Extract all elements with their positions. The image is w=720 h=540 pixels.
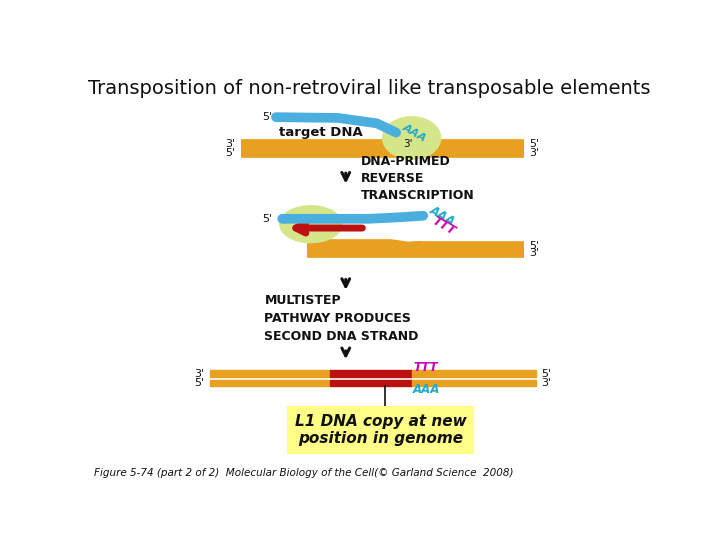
Text: Transposition of non-retroviral like transposable elements: Transposition of non-retroviral like tra… bbox=[88, 79, 650, 98]
Text: L1 DNA copy at new
position in genome: L1 DNA copy at new position in genome bbox=[294, 414, 467, 446]
Text: AAA: AAA bbox=[427, 203, 457, 228]
Ellipse shape bbox=[382, 117, 441, 159]
Text: 5': 5' bbox=[262, 214, 272, 224]
Text: 5': 5' bbox=[262, 112, 272, 122]
Bar bbox=[330, 370, 412, 377]
Text: target DNA: target DNA bbox=[279, 126, 363, 139]
Text: 5': 5' bbox=[529, 139, 539, 149]
Bar bbox=[412, 380, 536, 386]
Text: Figure 5-74 (part 2 of 2)  Molecular Biology of the Cell(© Garland Science  2008: Figure 5-74 (part 2 of 2) Molecular Biol… bbox=[94, 468, 513, 478]
Text: TTT: TTT bbox=[413, 361, 438, 374]
Text: AAA: AAA bbox=[413, 383, 441, 396]
Text: 5': 5' bbox=[225, 148, 235, 158]
Text: 5': 5' bbox=[529, 241, 539, 251]
Text: 3': 3' bbox=[225, 139, 235, 149]
Text: 5': 5' bbox=[541, 369, 552, 379]
Ellipse shape bbox=[280, 206, 342, 242]
Text: 3': 3' bbox=[529, 248, 539, 259]
Text: TTT: TTT bbox=[429, 215, 457, 238]
Text: AAA: AAA bbox=[400, 122, 428, 143]
Text: DNA-PRIMED
REVERSE
TRANSCRIPTION: DNA-PRIMED REVERSE TRANSCRIPTION bbox=[361, 156, 475, 202]
Bar bbox=[210, 370, 330, 377]
Text: MULTISTEP
PATHWAY PRODUCES
SECOND DNA STRAND: MULTISTEP PATHWAY PRODUCES SECOND DNA ST… bbox=[264, 294, 419, 343]
Text: 3': 3' bbox=[529, 148, 539, 158]
Bar bbox=[210, 380, 330, 386]
Text: 3': 3' bbox=[403, 139, 413, 149]
Bar bbox=[412, 370, 536, 377]
Text: 3': 3' bbox=[541, 378, 552, 388]
Text: 3': 3' bbox=[194, 369, 204, 379]
Text: 5': 5' bbox=[194, 378, 204, 388]
Bar bbox=[330, 380, 412, 386]
